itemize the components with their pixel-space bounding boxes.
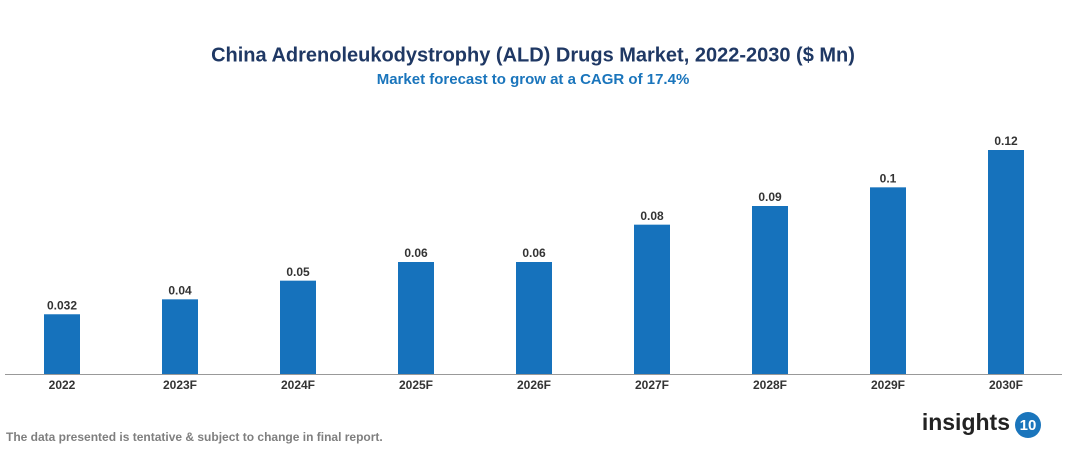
bar [988, 150, 1024, 374]
x-tick-label: 2028F [753, 378, 787, 392]
data-label: 0.06 [404, 246, 428, 260]
bar [398, 262, 434, 374]
chart-subtitle: Market forecast to grow at a CAGR of 17.… [377, 71, 690, 88]
x-tick-label: 2024F [281, 378, 315, 392]
logo-badge [1015, 412, 1041, 438]
x-tick-label: 2026F [517, 378, 551, 392]
data-label: 0.08 [640, 209, 664, 223]
x-tick-label: 2029F [871, 378, 905, 392]
bar [752, 206, 788, 374]
bar [162, 299, 198, 374]
data-label: 0.05 [286, 265, 310, 279]
x-tick-label: 2023F [163, 378, 197, 392]
bar [44, 314, 80, 374]
data-label: 0.06 [522, 246, 546, 260]
data-label: 0.1 [880, 172, 897, 186]
x-tick-label: 2030F [989, 378, 1023, 392]
bar [516, 262, 552, 374]
bar [870, 187, 906, 374]
logo-text: insights [922, 409, 1010, 435]
chart-title: China Adrenoleukodystrophy (ALD) Drugs M… [211, 44, 855, 66]
footnote: The data presented is tentative & subjec… [6, 430, 383, 444]
data-label: 0.12 [994, 134, 1018, 148]
data-label: 0.09 [758, 190, 782, 204]
data-label: 0.032 [47, 298, 77, 312]
bar [634, 224, 670, 374]
logo-badge-text: 10 [1020, 417, 1037, 434]
data-label: 0.04 [168, 284, 192, 298]
bar [280, 280, 316, 374]
x-tick-label: 2022 [49, 378, 76, 392]
x-tick-label: 2027F [635, 378, 669, 392]
x-tick-label: 2025F [399, 378, 433, 392]
